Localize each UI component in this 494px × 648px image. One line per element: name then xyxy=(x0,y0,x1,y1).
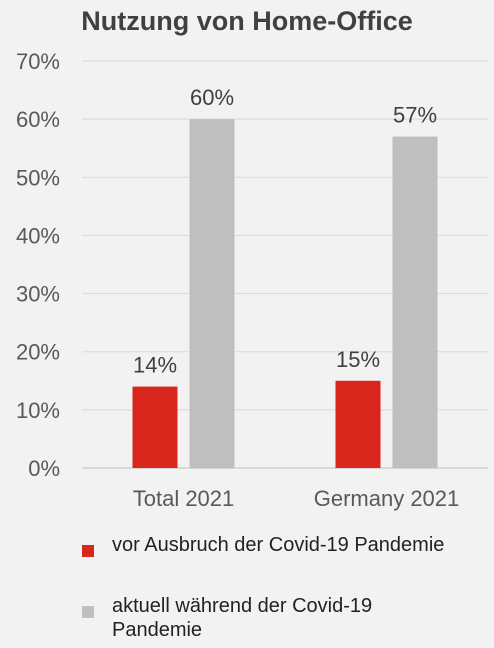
chart-title: Nutzung von Home-Office xyxy=(81,6,413,36)
data-label: 15% xyxy=(336,347,380,372)
y-tick-label: 0% xyxy=(28,456,60,481)
y-tick-label: 70% xyxy=(16,49,60,74)
legend-swatch-before xyxy=(82,545,94,557)
bar xyxy=(335,380,381,468)
y-tick-label: 40% xyxy=(16,223,60,248)
legend-label-before: vor Ausbruch der Covid-19 Pandemie xyxy=(112,534,445,556)
y-tick-label: 60% xyxy=(16,107,60,132)
legend-swatch-current xyxy=(82,606,94,618)
y-tick-label: 30% xyxy=(16,282,60,307)
x-tick-label: Total 2021 xyxy=(133,486,235,511)
data-label: 14% xyxy=(133,353,177,378)
bar xyxy=(132,386,178,468)
data-label: 60% xyxy=(190,85,234,110)
legend-label-current: aktuell während der Covid-19 Pandemie xyxy=(112,595,373,641)
y-tick-label: 20% xyxy=(16,340,60,365)
x-tick-label: Germany 2021 xyxy=(314,486,460,511)
bar xyxy=(392,136,438,469)
y-tick-label: 50% xyxy=(16,165,60,190)
bar xyxy=(189,119,235,469)
y-tick-label: 10% xyxy=(16,398,60,423)
data-label: 57% xyxy=(393,103,437,128)
